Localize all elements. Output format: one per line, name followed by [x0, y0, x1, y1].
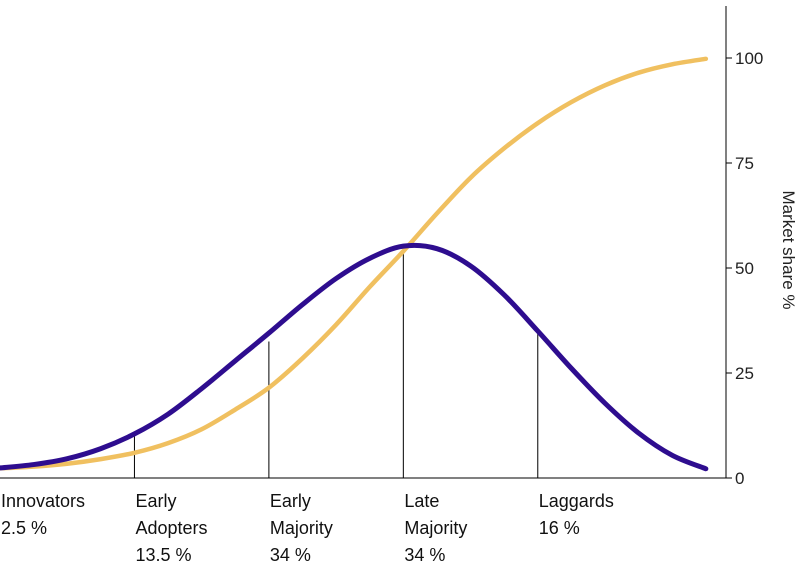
- y-tick-label: 75: [735, 154, 754, 173]
- s-curve-line: [0, 56, 709, 471]
- series-lines: [0, 56, 709, 472]
- category-label-line: 34 %: [270, 545, 311, 565]
- y-tick-label: 25: [735, 364, 754, 383]
- category-label: Innovators 2.5 %: [1, 491, 85, 538]
- category-label-line: Early: [135, 491, 176, 511]
- category-label-line: Innovators: [1, 491, 85, 511]
- y-axis-ticks: 0 25 50 75 100: [726, 49, 763, 488]
- category-label: Late Majority 34 %: [404, 491, 467, 565]
- category-label-line: Early: [270, 491, 311, 511]
- category-label-line: 2.5 %: [1, 518, 47, 538]
- category-label-line: Laggards: [539, 491, 614, 511]
- category-label-line: 34 %: [404, 545, 445, 565]
- category-label-line: Majority: [404, 518, 467, 538]
- category-label-line: Majority: [270, 518, 333, 538]
- category-label-line: Late: [404, 491, 439, 511]
- category-label-line: Adopters: [135, 518, 207, 538]
- category-label: Laggards 16 %: [539, 491, 614, 538]
- y-tick-label: 50: [735, 259, 754, 278]
- category-label-line: 13.5 %: [135, 545, 191, 565]
- category-label-line: 16 %: [539, 518, 580, 538]
- category-label: Early Adopters 13.5 %: [135, 491, 207, 565]
- category-labels: Innovators 2.5 % Early Adopters 13.5 % Early M…: [1, 491, 614, 565]
- y-axis-title: Market share %: [779, 190, 798, 309]
- segment-dividers: [133, 246, 539, 478]
- bell-curve-line: [0, 242, 709, 472]
- y-tick-label: 0: [735, 469, 744, 488]
- category-label: Early Majority 34 %: [270, 491, 333, 565]
- y-tick-label: 100: [735, 49, 763, 68]
